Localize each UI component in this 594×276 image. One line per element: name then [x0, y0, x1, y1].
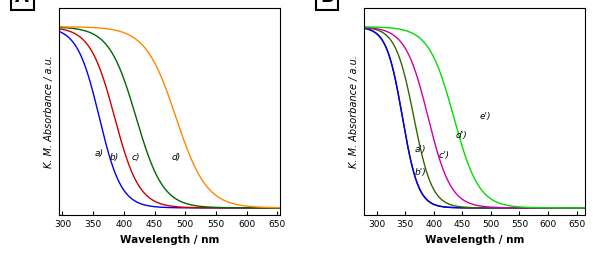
Text: B: B: [320, 0, 334, 6]
X-axis label: Wavelength / nm: Wavelength / nm: [120, 235, 220, 245]
Text: d'): d'): [456, 131, 467, 140]
X-axis label: Wavelength / nm: Wavelength / nm: [425, 235, 525, 245]
Text: d): d): [172, 153, 181, 162]
Text: c): c): [132, 153, 140, 162]
Text: b): b): [110, 153, 119, 162]
Text: e'): e'): [479, 112, 491, 121]
Text: a'): a'): [415, 145, 426, 155]
Text: a): a): [94, 149, 103, 158]
Text: A: A: [15, 0, 29, 6]
Y-axis label: K. M. Absorbance / a.u.: K. M. Absorbance / a.u.: [349, 55, 359, 168]
Text: b'): b'): [415, 168, 426, 177]
Text: c'): c'): [438, 151, 450, 160]
Y-axis label: K. M. Absorbance / a.u.: K. M. Absorbance / a.u.: [44, 55, 54, 168]
